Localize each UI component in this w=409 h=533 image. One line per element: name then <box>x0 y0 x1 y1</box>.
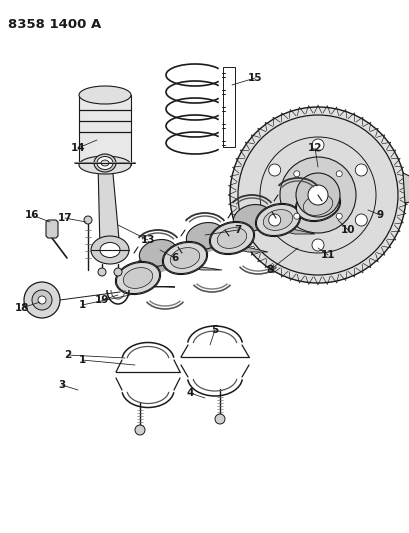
Circle shape <box>311 239 323 251</box>
Text: 6: 6 <box>171 253 178 263</box>
Polygon shape <box>166 226 249 270</box>
Ellipse shape <box>94 154 116 172</box>
Text: 15: 15 <box>247 73 262 83</box>
Polygon shape <box>175 236 214 250</box>
Text: 18: 18 <box>15 303 29 313</box>
Ellipse shape <box>97 157 113 169</box>
Text: 8358 1400 A: 8358 1400 A <box>8 18 101 31</box>
Circle shape <box>355 214 366 226</box>
Ellipse shape <box>123 268 152 288</box>
Polygon shape <box>267 228 314 234</box>
Polygon shape <box>46 220 58 238</box>
Ellipse shape <box>101 160 109 166</box>
Ellipse shape <box>255 204 300 237</box>
Ellipse shape <box>303 195 332 215</box>
Circle shape <box>114 268 122 276</box>
Ellipse shape <box>263 209 292 230</box>
Text: 1: 1 <box>78 300 85 310</box>
Polygon shape <box>128 253 168 270</box>
Text: 16: 16 <box>25 210 39 220</box>
Circle shape <box>307 185 327 205</box>
Circle shape <box>237 115 397 275</box>
Ellipse shape <box>233 205 270 231</box>
Ellipse shape <box>210 222 253 254</box>
Circle shape <box>335 213 342 219</box>
Ellipse shape <box>100 243 120 257</box>
Circle shape <box>135 425 145 435</box>
Ellipse shape <box>79 156 131 174</box>
Text: 4: 4 <box>186 388 193 398</box>
Polygon shape <box>221 246 267 252</box>
Text: 19: 19 <box>94 295 109 305</box>
Ellipse shape <box>116 262 159 294</box>
Text: 11: 11 <box>320 250 335 260</box>
Polygon shape <box>402 173 409 203</box>
Circle shape <box>335 171 342 177</box>
Text: 14: 14 <box>70 143 85 153</box>
Polygon shape <box>213 208 295 250</box>
Ellipse shape <box>296 189 339 221</box>
Polygon shape <box>120 246 202 290</box>
Text: 2: 2 <box>64 350 72 360</box>
Text: 5: 5 <box>211 325 218 335</box>
Text: 7: 7 <box>234 225 241 235</box>
Polygon shape <box>259 193 335 232</box>
Ellipse shape <box>294 189 340 222</box>
Text: 8: 8 <box>266 265 273 275</box>
Circle shape <box>268 164 280 176</box>
Polygon shape <box>98 163 120 250</box>
Polygon shape <box>221 218 261 230</box>
Ellipse shape <box>91 236 129 264</box>
Ellipse shape <box>163 243 206 273</box>
Ellipse shape <box>217 228 246 248</box>
Polygon shape <box>175 266 221 270</box>
Ellipse shape <box>256 205 299 236</box>
Circle shape <box>32 290 52 310</box>
Circle shape <box>311 139 323 151</box>
Circle shape <box>24 282 60 318</box>
Text: 13: 13 <box>140 235 155 245</box>
Ellipse shape <box>186 222 223 249</box>
Ellipse shape <box>162 241 207 274</box>
Text: 1: 1 <box>78 355 85 365</box>
Circle shape <box>38 296 46 304</box>
Ellipse shape <box>139 239 176 266</box>
Circle shape <box>214 414 225 424</box>
Circle shape <box>295 173 339 217</box>
Polygon shape <box>267 201 307 212</box>
Ellipse shape <box>115 262 160 295</box>
Circle shape <box>293 213 299 219</box>
Circle shape <box>268 214 280 226</box>
Ellipse shape <box>170 248 199 269</box>
Ellipse shape <box>79 86 131 104</box>
Circle shape <box>279 157 355 233</box>
Circle shape <box>293 171 299 177</box>
Circle shape <box>229 107 405 283</box>
Polygon shape <box>128 286 175 287</box>
Polygon shape <box>294 190 319 200</box>
Circle shape <box>84 216 92 224</box>
Circle shape <box>98 268 106 276</box>
Text: 17: 17 <box>58 213 72 223</box>
Circle shape <box>355 164 366 176</box>
Ellipse shape <box>209 221 254 255</box>
Polygon shape <box>79 95 131 165</box>
Text: 9: 9 <box>375 210 383 220</box>
Text: 3: 3 <box>58 380 65 390</box>
Text: 10: 10 <box>340 225 354 235</box>
Text: 12: 12 <box>307 143 321 153</box>
